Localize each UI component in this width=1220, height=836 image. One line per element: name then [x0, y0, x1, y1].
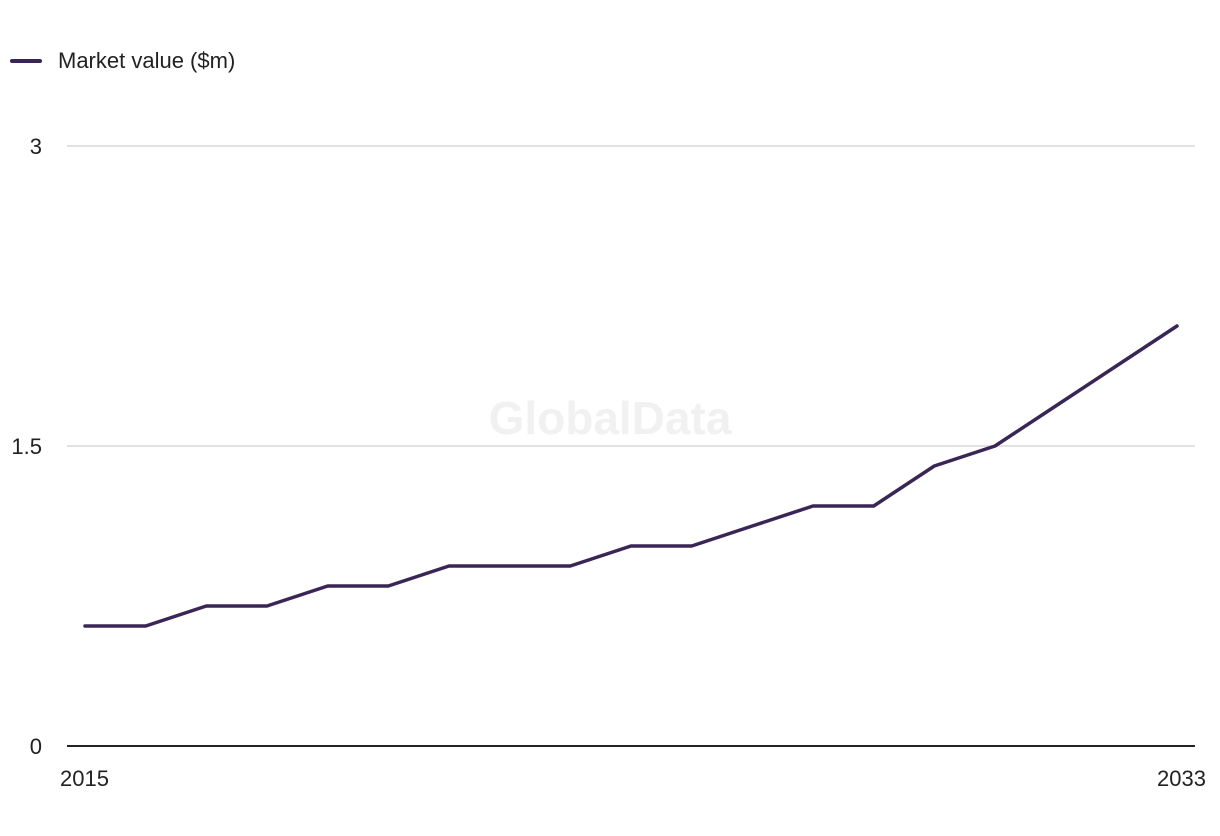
x-tick-label-last: 2033 [1157, 766, 1206, 791]
data-point-2032 [1114, 364, 1118, 368]
data-point-2029 [932, 464, 936, 468]
data-point-2017 [204, 604, 208, 608]
data-point-2027 [811, 504, 815, 508]
data-point-2028 [872, 504, 876, 508]
data-point-2015 [83, 624, 87, 628]
legend: Market value ($m) [10, 44, 235, 78]
data-point-2024 [629, 544, 633, 548]
data-point-2020 [386, 584, 390, 588]
y-tick-label-1: 1.5 [11, 434, 42, 459]
y-tick-label-2: 3 [30, 134, 42, 159]
data-point-2018 [265, 604, 269, 608]
y-tick-label-0: 0 [30, 734, 42, 759]
data-point-2031 [1054, 404, 1058, 408]
data-point-2030 [993, 444, 997, 448]
data-point-2019 [326, 584, 330, 588]
legend-label-market-value: Market value ($m) [58, 48, 236, 73]
x-tick-label-first: 2015 [60, 766, 109, 791]
data-point-2016 [144, 624, 148, 628]
data-point-2022 [508, 564, 512, 568]
watermark-text: GlobalData [489, 392, 732, 444]
legend-swatch-market-value [10, 59, 42, 63]
series-line-0 [83, 324, 1179, 628]
data-point-2023 [568, 564, 572, 568]
data-point-2021 [447, 564, 451, 568]
data-point-2025 [690, 544, 694, 548]
data-point-2033 [1175, 324, 1179, 328]
data-point-2026 [750, 524, 754, 528]
